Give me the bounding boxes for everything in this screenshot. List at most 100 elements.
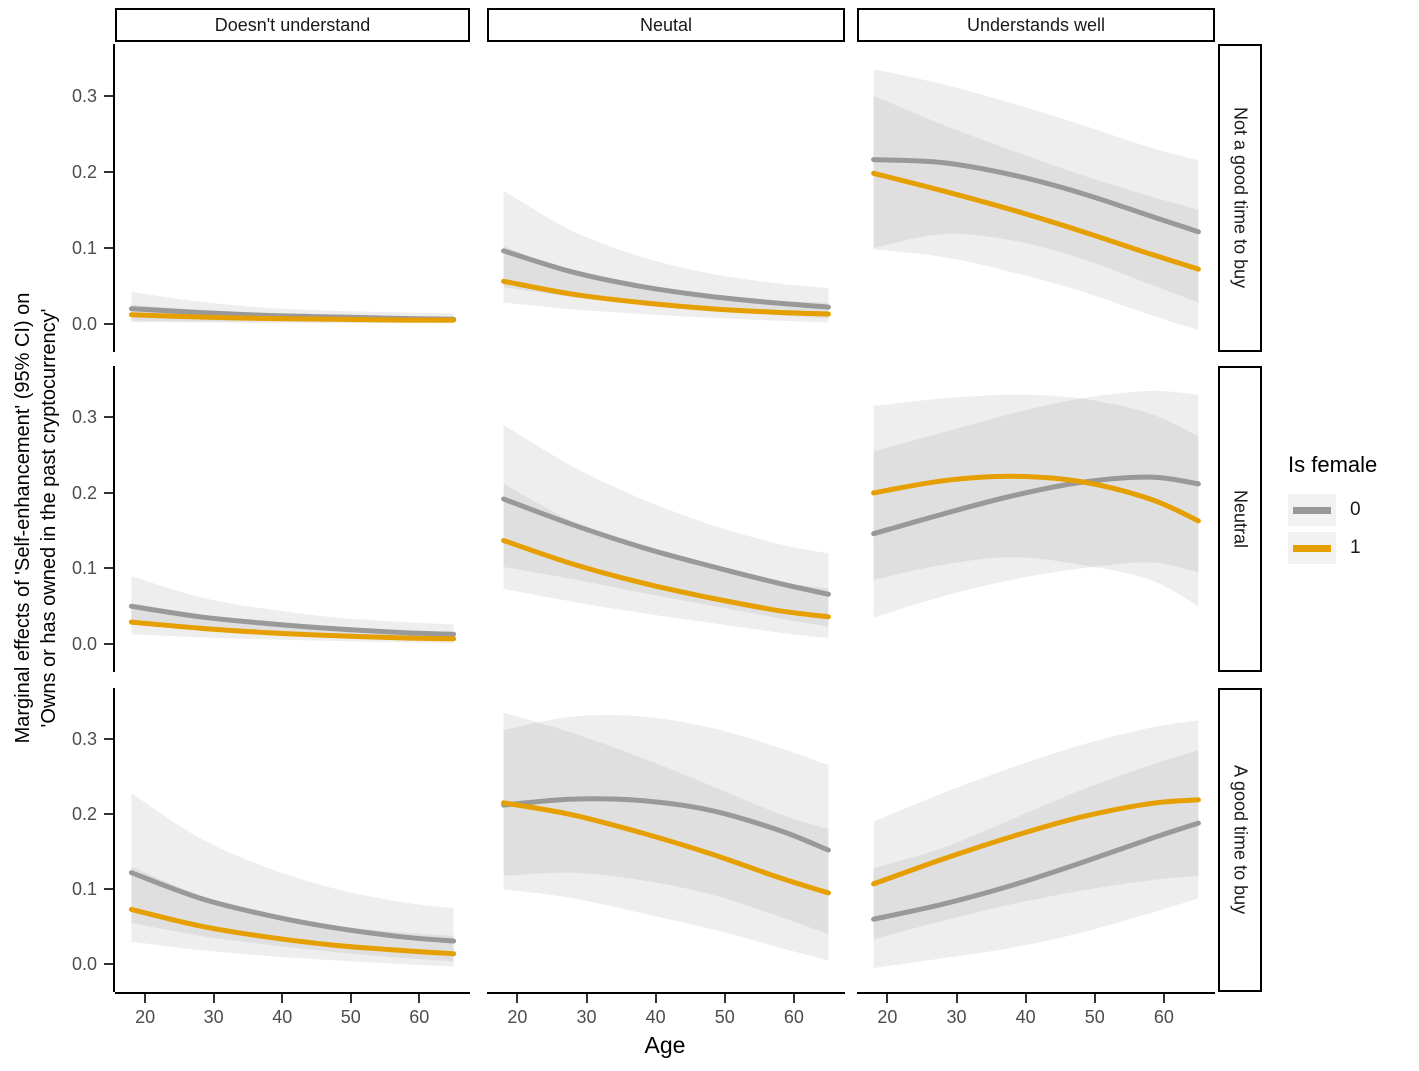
- facet-panel-r1c1: [115, 44, 470, 352]
- row-strip-3: A good time to buy: [1218, 688, 1262, 992]
- x-tick-mark: [1093, 994, 1096, 1003]
- ci-ribbon-female-0: [131, 576, 454, 641]
- x-tick-mark: [886, 994, 889, 1003]
- x-tick-mark: [212, 994, 215, 1003]
- x-tick-mark: [654, 994, 657, 1003]
- legend-item-female-1: 1: [1288, 532, 1418, 564]
- ci-ribbon-female-1: [873, 95, 1199, 330]
- y-tick-label: 0.2: [71, 161, 97, 182]
- legend-key-line: [1293, 544, 1331, 552]
- column-strip-1: Doesn't understand: [115, 8, 470, 42]
- ci-ribbon-female-1: [131, 866, 454, 967]
- x-tick-label: 50: [1084, 1007, 1105, 1027]
- y-axis-line: [113, 366, 115, 672]
- x-tick-label: 30: [946, 1007, 967, 1027]
- y-tick-label: 0.1: [71, 558, 97, 579]
- line-female-1: [128, 312, 457, 323]
- y-tick-label: 0.3: [71, 85, 97, 106]
- y-tick-mark: [104, 738, 113, 741]
- facet-panel-r3c1: [115, 688, 470, 992]
- x-tick-label: 30: [203, 1007, 224, 1027]
- x-tick-label: 40: [272, 1007, 293, 1027]
- facet-panel-r3c3: [857, 688, 1215, 992]
- y-tick-label: 0.0: [71, 313, 97, 334]
- y-tick-label: 0.2: [71, 804, 97, 825]
- line-female-0: [501, 496, 831, 597]
- facet-panel-r2c1: [115, 366, 470, 672]
- x-axis-line: [487, 992, 845, 994]
- legend-title: Is female: [1288, 452, 1378, 477]
- y-axis-title-line2: 'Owns or has owned in the past cryptocur…: [38, 308, 60, 728]
- x-tick-label: 20: [877, 1007, 898, 1027]
- facet-panel-r1c2: [487, 44, 845, 352]
- ci-ribbon-female-0: [873, 750, 1199, 968]
- legend-key-icon: [1288, 532, 1336, 564]
- line-female-1: [128, 619, 457, 642]
- line-female-0: [871, 820, 1201, 922]
- y-tick-label: 0.1: [71, 879, 97, 900]
- y-axis-line: [113, 688, 115, 992]
- y-tick-label: 0.0: [71, 954, 97, 975]
- x-tick-mark: [792, 994, 795, 1003]
- x-axis-title: Age: [644, 1032, 686, 1058]
- facet-panel-r2c2: [487, 366, 845, 672]
- x-tick-mark: [723, 994, 726, 1003]
- y-tick-mark: [104, 322, 113, 325]
- legend-key-line: [1293, 506, 1331, 514]
- x-tick-label: 20: [135, 1007, 156, 1027]
- x-axis-line: [857, 992, 1215, 994]
- ci-ribbon-female-1: [503, 483, 829, 638]
- line-female-0: [871, 157, 1201, 235]
- facet-panel-r3c2: [487, 688, 845, 992]
- line-female-1: [871, 473, 1201, 524]
- line-female-0: [871, 474, 1201, 537]
- line-female-1: [871, 170, 1201, 272]
- y-tick-mark: [104, 416, 113, 419]
- x-tick-label: 60: [409, 1007, 430, 1027]
- legend-item-female-0: 0: [1288, 494, 1418, 526]
- ci-ribbon-female-0: [873, 390, 1199, 618]
- x-tick-label: 30: [576, 1007, 597, 1027]
- x-tick-label: 20: [507, 1007, 528, 1027]
- y-tick-mark: [104, 643, 113, 646]
- x-tick-label: 40: [1015, 1007, 1036, 1027]
- y-tick-mark: [104, 567, 113, 570]
- x-tick-label: 50: [714, 1007, 735, 1027]
- ci-ribbon-female-1: [503, 712, 829, 961]
- legend-item-label: 1: [1350, 537, 1361, 558]
- line-female-0: [128, 870, 457, 944]
- y-tick-mark: [104, 963, 113, 966]
- ci-ribbon-female-0: [503, 714, 829, 935]
- x-tick-mark: [516, 994, 519, 1003]
- legend-key-icon: [1288, 494, 1336, 526]
- row-strip-1: Not a good time to buy: [1218, 44, 1262, 352]
- y-tick-label: 0.0: [71, 634, 97, 655]
- ci-ribbon-female-1: [503, 246, 829, 323]
- x-tick-label: 40: [645, 1007, 666, 1027]
- y-tick-mark: [104, 888, 113, 891]
- x-tick-mark: [418, 994, 421, 1003]
- x-tick-label: 60: [1153, 1007, 1174, 1027]
- line-female-1: [501, 800, 831, 896]
- x-tick-mark: [144, 994, 147, 1003]
- facet-panel-r2c3: [857, 366, 1215, 672]
- y-axis-title-line1: Marginal effects of 'Self-enhancement' (…: [12, 292, 34, 744]
- line-female-0: [128, 603, 457, 637]
- y-tick-mark: [104, 94, 113, 97]
- row-strip-2: Neutral: [1218, 366, 1262, 672]
- y-axis-title: Marginal effects of 'Self-enhancement' (…: [10, 293, 62, 744]
- x-tick-mark: [1024, 994, 1027, 1003]
- y-axis-line: [113, 44, 115, 352]
- ci-ribbon-female-0: [503, 190, 829, 319]
- y-tick-label: 0.3: [71, 407, 97, 428]
- y-tick-label: 0.1: [71, 237, 97, 258]
- y-tick-mark: [104, 170, 113, 173]
- line-female-1: [871, 797, 1201, 887]
- y-tick-label: 0.2: [71, 482, 97, 503]
- y-tick-label: 0.3: [71, 729, 97, 750]
- ci-ribbon-female-0: [131, 793, 454, 962]
- x-axis-line: [115, 992, 470, 994]
- line-female-1: [501, 538, 831, 620]
